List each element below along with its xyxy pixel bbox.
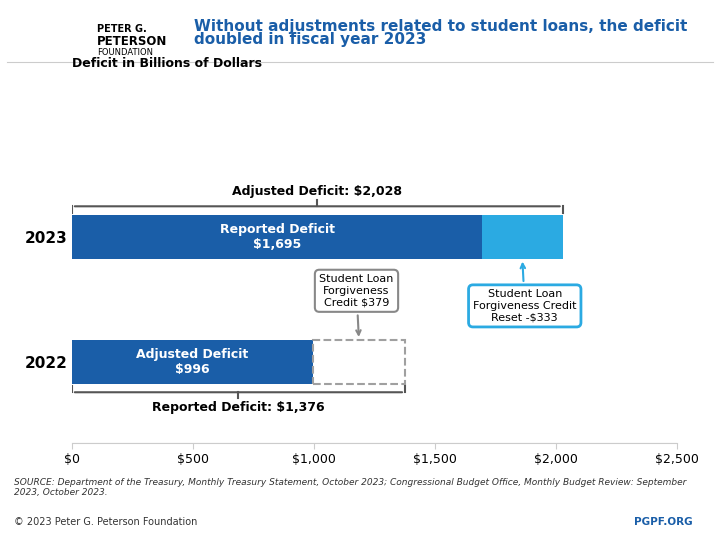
Text: Deficit in Billions of Dollars: Deficit in Billions of Dollars	[72, 57, 262, 70]
Bar	[72, 340, 313, 383]
Text: Reported Deficit: $1,376: Reported Deficit: $1,376	[152, 401, 325, 414]
Text: PETER G.: PETER G.	[97, 24, 147, 35]
Text: Adjusted Deficit: $2,028: Adjusted Deficit: $2,028	[233, 185, 402, 198]
Text: SOURCE: Department of the Treasury, Monthly Treasury Statement, October 2023; Co: SOURCE: Department of the Treasury, Mont…	[14, 478, 687, 497]
Text: Reported Deficit
$1,695: Reported Deficit $1,695	[220, 223, 335, 251]
Bar	[72, 215, 482, 259]
Text: FOUNDATION: FOUNDATION	[97, 48, 153, 57]
Text: Adjusted Deficit
$996: Adjusted Deficit $996	[136, 348, 248, 376]
Text: doubled in fiscal year 2023: doubled in fiscal year 2023	[194, 32, 427, 48]
FancyBboxPatch shape	[313, 340, 405, 383]
Text: © 2023 Peter G. Peterson Foundation: © 2023 Peter G. Peterson Foundation	[14, 517, 198, 528]
Text: Student Loan
Forgiveness Credit
Reset -$333: Student Loan Forgiveness Credit Reset -$…	[473, 264, 577, 322]
Text: P: P	[32, 25, 47, 45]
Text: Without adjustments related to student loans, the deficit: Without adjustments related to student l…	[194, 19, 688, 34]
Text: PETERSON: PETERSON	[97, 35, 168, 48]
Text: PGPF.ORG: PGPF.ORG	[634, 517, 692, 528]
Bar	[482, 215, 562, 259]
Text: Student Loan
Forgiveness
Credit $379: Student Loan Forgiveness Credit $379	[319, 274, 394, 335]
